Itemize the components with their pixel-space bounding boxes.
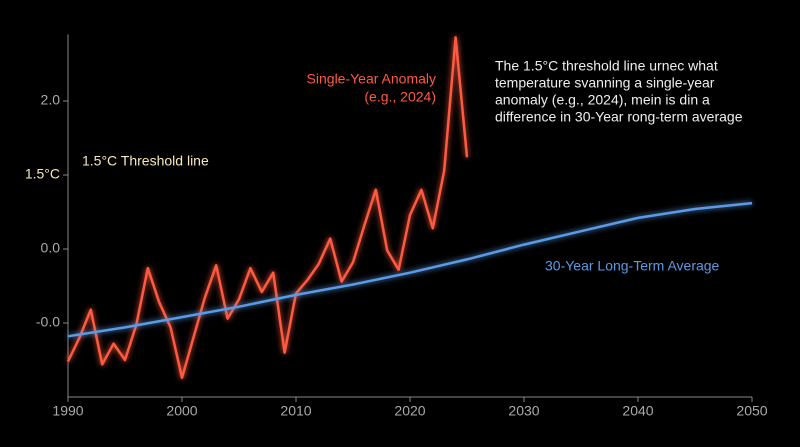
y-tick-label: 2.0 (41, 92, 61, 108)
series-label: Single-Year Anomaly (307, 71, 436, 87)
series-line (66, 36, 469, 380)
annotation: anomaly (e.g., 2024), mein is din a (495, 92, 710, 108)
series-label: (e.g., 2024) (364, 89, 436, 105)
series-label: 30-Year Long-Term Average (545, 258, 720, 274)
x-tick-label: 2030 (508, 403, 539, 419)
annotation: The 1.5°C threshold line urnec what (495, 58, 718, 74)
x-tick-label: 2040 (622, 403, 653, 419)
x-tick-label: 2010 (280, 403, 311, 419)
x-tick-label: 2020 (394, 403, 425, 419)
series-line (67, 201, 753, 338)
x-tick-label: 2050 (736, 403, 767, 419)
y-tick-label: -0.0 (36, 314, 60, 330)
x-tick-label: 1990 (52, 403, 83, 419)
annotation: difference in 30-Year rong-term average (495, 109, 743, 125)
y-tick-label: 1.5°C (25, 166, 60, 182)
x-tick-label: 2000 (166, 403, 197, 419)
y-tick-label: 0.0 (41, 240, 61, 256)
threshold-label: 1.5°C Threshold line (82, 153, 209, 169)
annotation: temperature svanning a single-year (495, 75, 715, 91)
